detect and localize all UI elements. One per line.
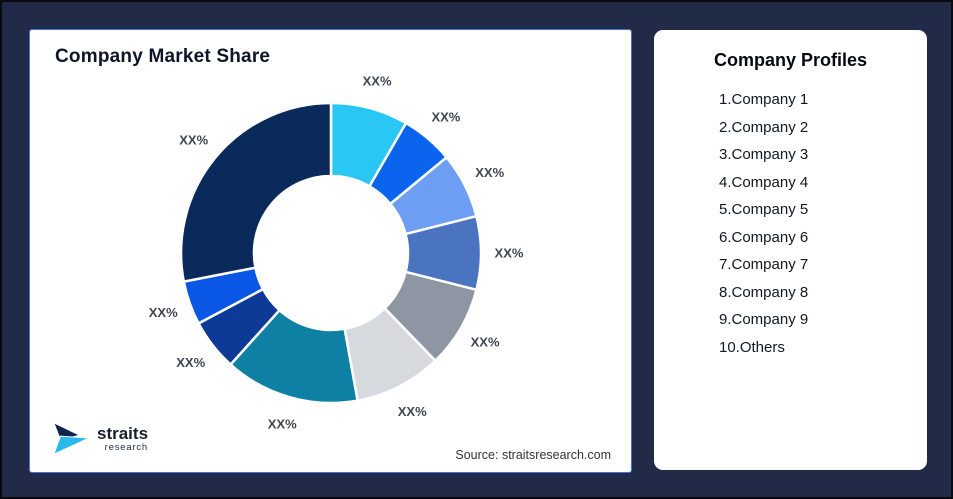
donut-chart: XX% XX% XX% XX% XX% XX% XX% XX% XX% XX% [149, 74, 524, 432]
company-profiles-card: Company Profiles 1.Company 1 2.Company 2 3… [654, 30, 927, 470]
segment-label-3: XX% [475, 165, 504, 180]
segment-label-9: XX% [149, 305, 178, 320]
list-item: 6.Company 6 [719, 228, 809, 246]
segment-label-7: XX% [268, 417, 297, 432]
list-item: 1.Company 1 [719, 91, 809, 108]
segment-label-1: XX% [363, 74, 392, 89]
list-item: 10.Others [719, 338, 785, 356]
source-text: Source: straitsresearch.com [455, 448, 611, 462]
logo-name: straits [97, 424, 149, 443]
profiles-title: Company Profiles [713, 50, 868, 70]
list-item: 4.Company 4 [719, 173, 809, 191]
list-item: 9.Company 9 [719, 311, 809, 328]
list-item: 7.Company 7 [719, 256, 809, 273]
straits-logo: straits research [48, 420, 148, 458]
list-item: 3.Company 3 [719, 146, 809, 163]
list-item: 2.Company 2 [719, 118, 809, 136]
profiles-list: 1.Company 1 2.Company 2 3.Company 3 4.Compa… [654, 86, 927, 361]
logo-mark-icon [52, 421, 90, 456]
list-item: 5.Company 5 [719, 201, 809, 218]
donut-segment-10 [179, 101, 333, 283]
segment-label-6: XX% [398, 404, 427, 419]
segment-label-8: XX% [176, 355, 205, 370]
chart-title: Company Market Share [55, 46, 271, 67]
logo-subname: research [104, 442, 149, 453]
market-share-card: Company Market Share XX% XX% XX% XX% XX% XX% X… [29, 29, 632, 473]
list-item: 8.Company 8 [719, 283, 809, 301]
logo-text: straits research [97, 425, 148, 453]
segment-label-2: XX% [431, 110, 460, 125]
segment-label-10: XX% [179, 132, 208, 147]
segment-label-5: XX% [471, 335, 500, 350]
segment-label-4: XX% [495, 246, 524, 261]
